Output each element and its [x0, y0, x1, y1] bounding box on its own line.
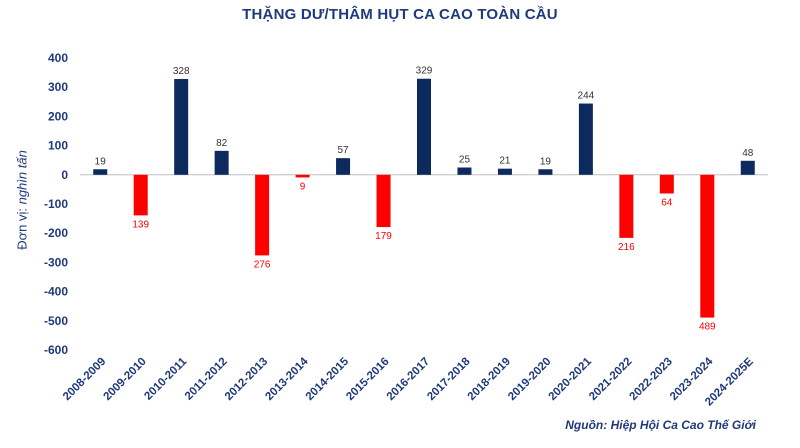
bar-2014-2015: [336, 158, 351, 175]
data-label: 9: [300, 181, 306, 192]
data-label: 489: [699, 322, 716, 333]
y-tick-label: -400: [44, 285, 68, 299]
data-label: 19: [95, 156, 107, 167]
x-tick-label: 2021-2022: [587, 356, 634, 403]
bar-2024-2025E: [740, 160, 755, 175]
bar-2023-2024: [700, 174, 715, 318]
y-tick-label: -300: [44, 255, 68, 269]
y-tick-label: 100: [48, 139, 68, 153]
bar-2016-2017: [417, 78, 431, 175]
data-label: 179: [375, 231, 392, 242]
x-tick-label: 2019-2020: [506, 356, 553, 403]
data-label: 82: [216, 138, 228, 149]
data-label: 48: [742, 148, 754, 159]
bar-2009-2010: [133, 174, 148, 216]
y-tick-label: -100: [44, 197, 68, 211]
x-tick-label: 2016-2017: [385, 356, 432, 403]
y-tick-label: -600: [44, 343, 68, 357]
y-tick-label: 0: [61, 168, 68, 182]
y-tick-label: -500: [44, 314, 68, 328]
bar-2019-2020: [538, 169, 553, 175]
bar-2022-2023: [659, 174, 674, 194]
y-tick-label: -200: [44, 226, 68, 240]
bar-2010-2011: [174, 79, 189, 175]
data-label: 25: [459, 155, 471, 166]
data-label: 244: [578, 91, 595, 102]
x-tick-label: 2018-2019: [466, 356, 513, 403]
data-label: 57: [337, 145, 349, 156]
bar-2012-2013: [255, 174, 270, 256]
bar-2021-2022: [619, 174, 634, 238]
bar-2008-2009: [93, 169, 108, 175]
x-tick-label: 2008-2009: [61, 356, 108, 403]
data-label: 64: [661, 197, 673, 208]
source-note: Nguồn: Hiệp Hội Ca Cao Thế Giới: [565, 418, 756, 432]
data-label: 19: [540, 156, 552, 167]
bar-2011-2012: [214, 150, 229, 175]
chart-title: THẶNG DƯ/THÂM HỤT CA CAO TOÀN CẦU: [242, 6, 558, 23]
bar-2020-2021: [578, 103, 593, 175]
x-tick-label: 2010-2011: [142, 355, 189, 402]
data-label: 328: [173, 66, 190, 77]
bar-2015-2016: [376, 174, 391, 228]
data-label: 21: [499, 156, 511, 167]
bar-2017-2018: [457, 167, 472, 175]
x-tick-label: 2012-2013: [223, 356, 270, 403]
data-label: 216: [618, 242, 635, 253]
data-label: 139: [132, 219, 149, 230]
x-tick-label: 2009-2010: [101, 356, 148, 403]
y-tick-label: 300: [48, 80, 68, 94]
y-tick-label: 200: [48, 109, 68, 123]
bar-2018-2019: [497, 168, 512, 175]
x-tick-label: 2015-2016: [344, 356, 391, 403]
data-label: 329: [416, 66, 433, 77]
x-tick-label: 2022-2023: [628, 356, 675, 403]
y-tick-label: 400: [48, 51, 68, 65]
data-label: 276: [254, 259, 271, 270]
bar-2013-2014: [295, 174, 310, 178]
